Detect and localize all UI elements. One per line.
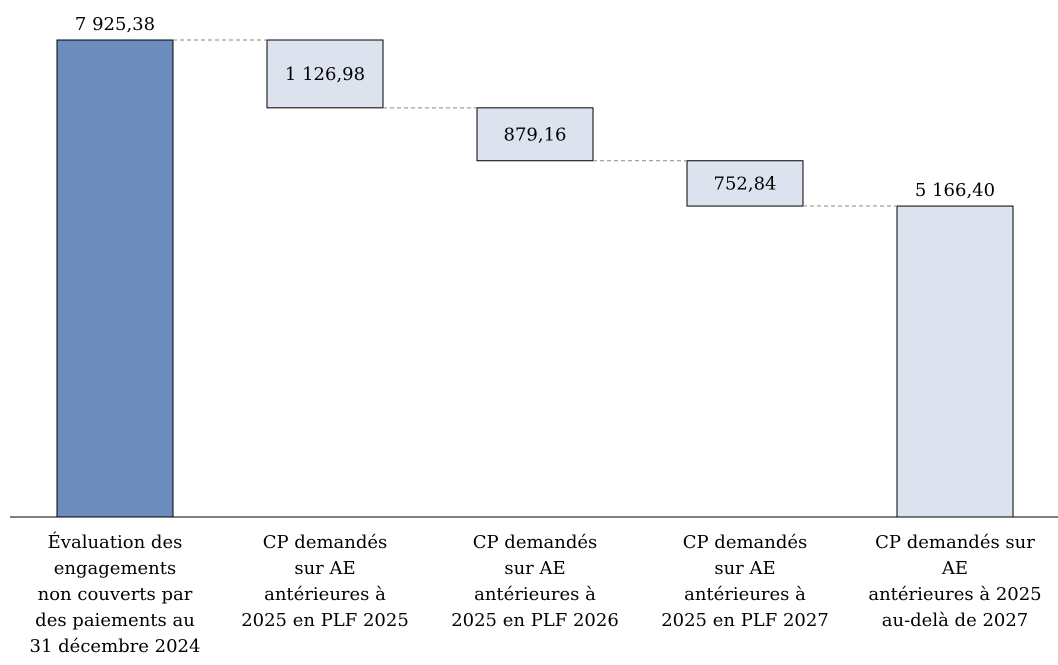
x-tick-label: CP demandés sur AE antérieures à 2025 en…: [241, 532, 409, 631]
value-label: 7 925,38: [75, 14, 155, 35]
value-label: 5 166,40: [915, 180, 995, 201]
bar: [56, 39, 174, 518]
value-label: 879,16: [504, 124, 567, 145]
value-label: 1 126,98: [285, 64, 365, 85]
x-tick-label: CP demandés sur AE antérieures à 2025 au…: [868, 532, 1042, 631]
value-label: 752,84: [714, 173, 777, 194]
bar: [476, 107, 594, 162]
bar: [896, 205, 1014, 518]
x-tick-label: CP demandés sur AE antérieures à 2025 en…: [661, 532, 829, 631]
x-tick-label: Évaluation des engagements non couverts …: [29, 532, 201, 657]
bar: [686, 160, 804, 207]
bar: [266, 39, 384, 109]
x-tick-label: CP demandés sur AE antérieures à 2025 en…: [451, 532, 619, 631]
